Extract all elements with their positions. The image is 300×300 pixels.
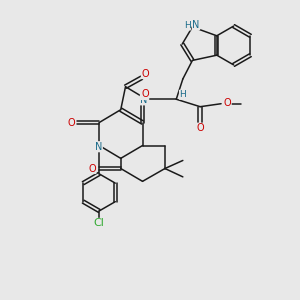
Text: H: H — [184, 21, 190, 30]
Text: O: O — [141, 69, 149, 79]
Text: H: H — [141, 89, 147, 98]
Text: O: O — [197, 123, 205, 133]
Text: H: H — [179, 90, 186, 99]
Text: O: O — [88, 164, 96, 173]
Text: N: N — [95, 142, 102, 152]
Text: O: O — [141, 89, 149, 100]
Text: N: N — [192, 20, 200, 30]
Text: O: O — [223, 98, 231, 108]
Text: Cl: Cl — [94, 218, 105, 229]
Text: N: N — [140, 95, 148, 105]
Text: O: O — [67, 118, 75, 128]
